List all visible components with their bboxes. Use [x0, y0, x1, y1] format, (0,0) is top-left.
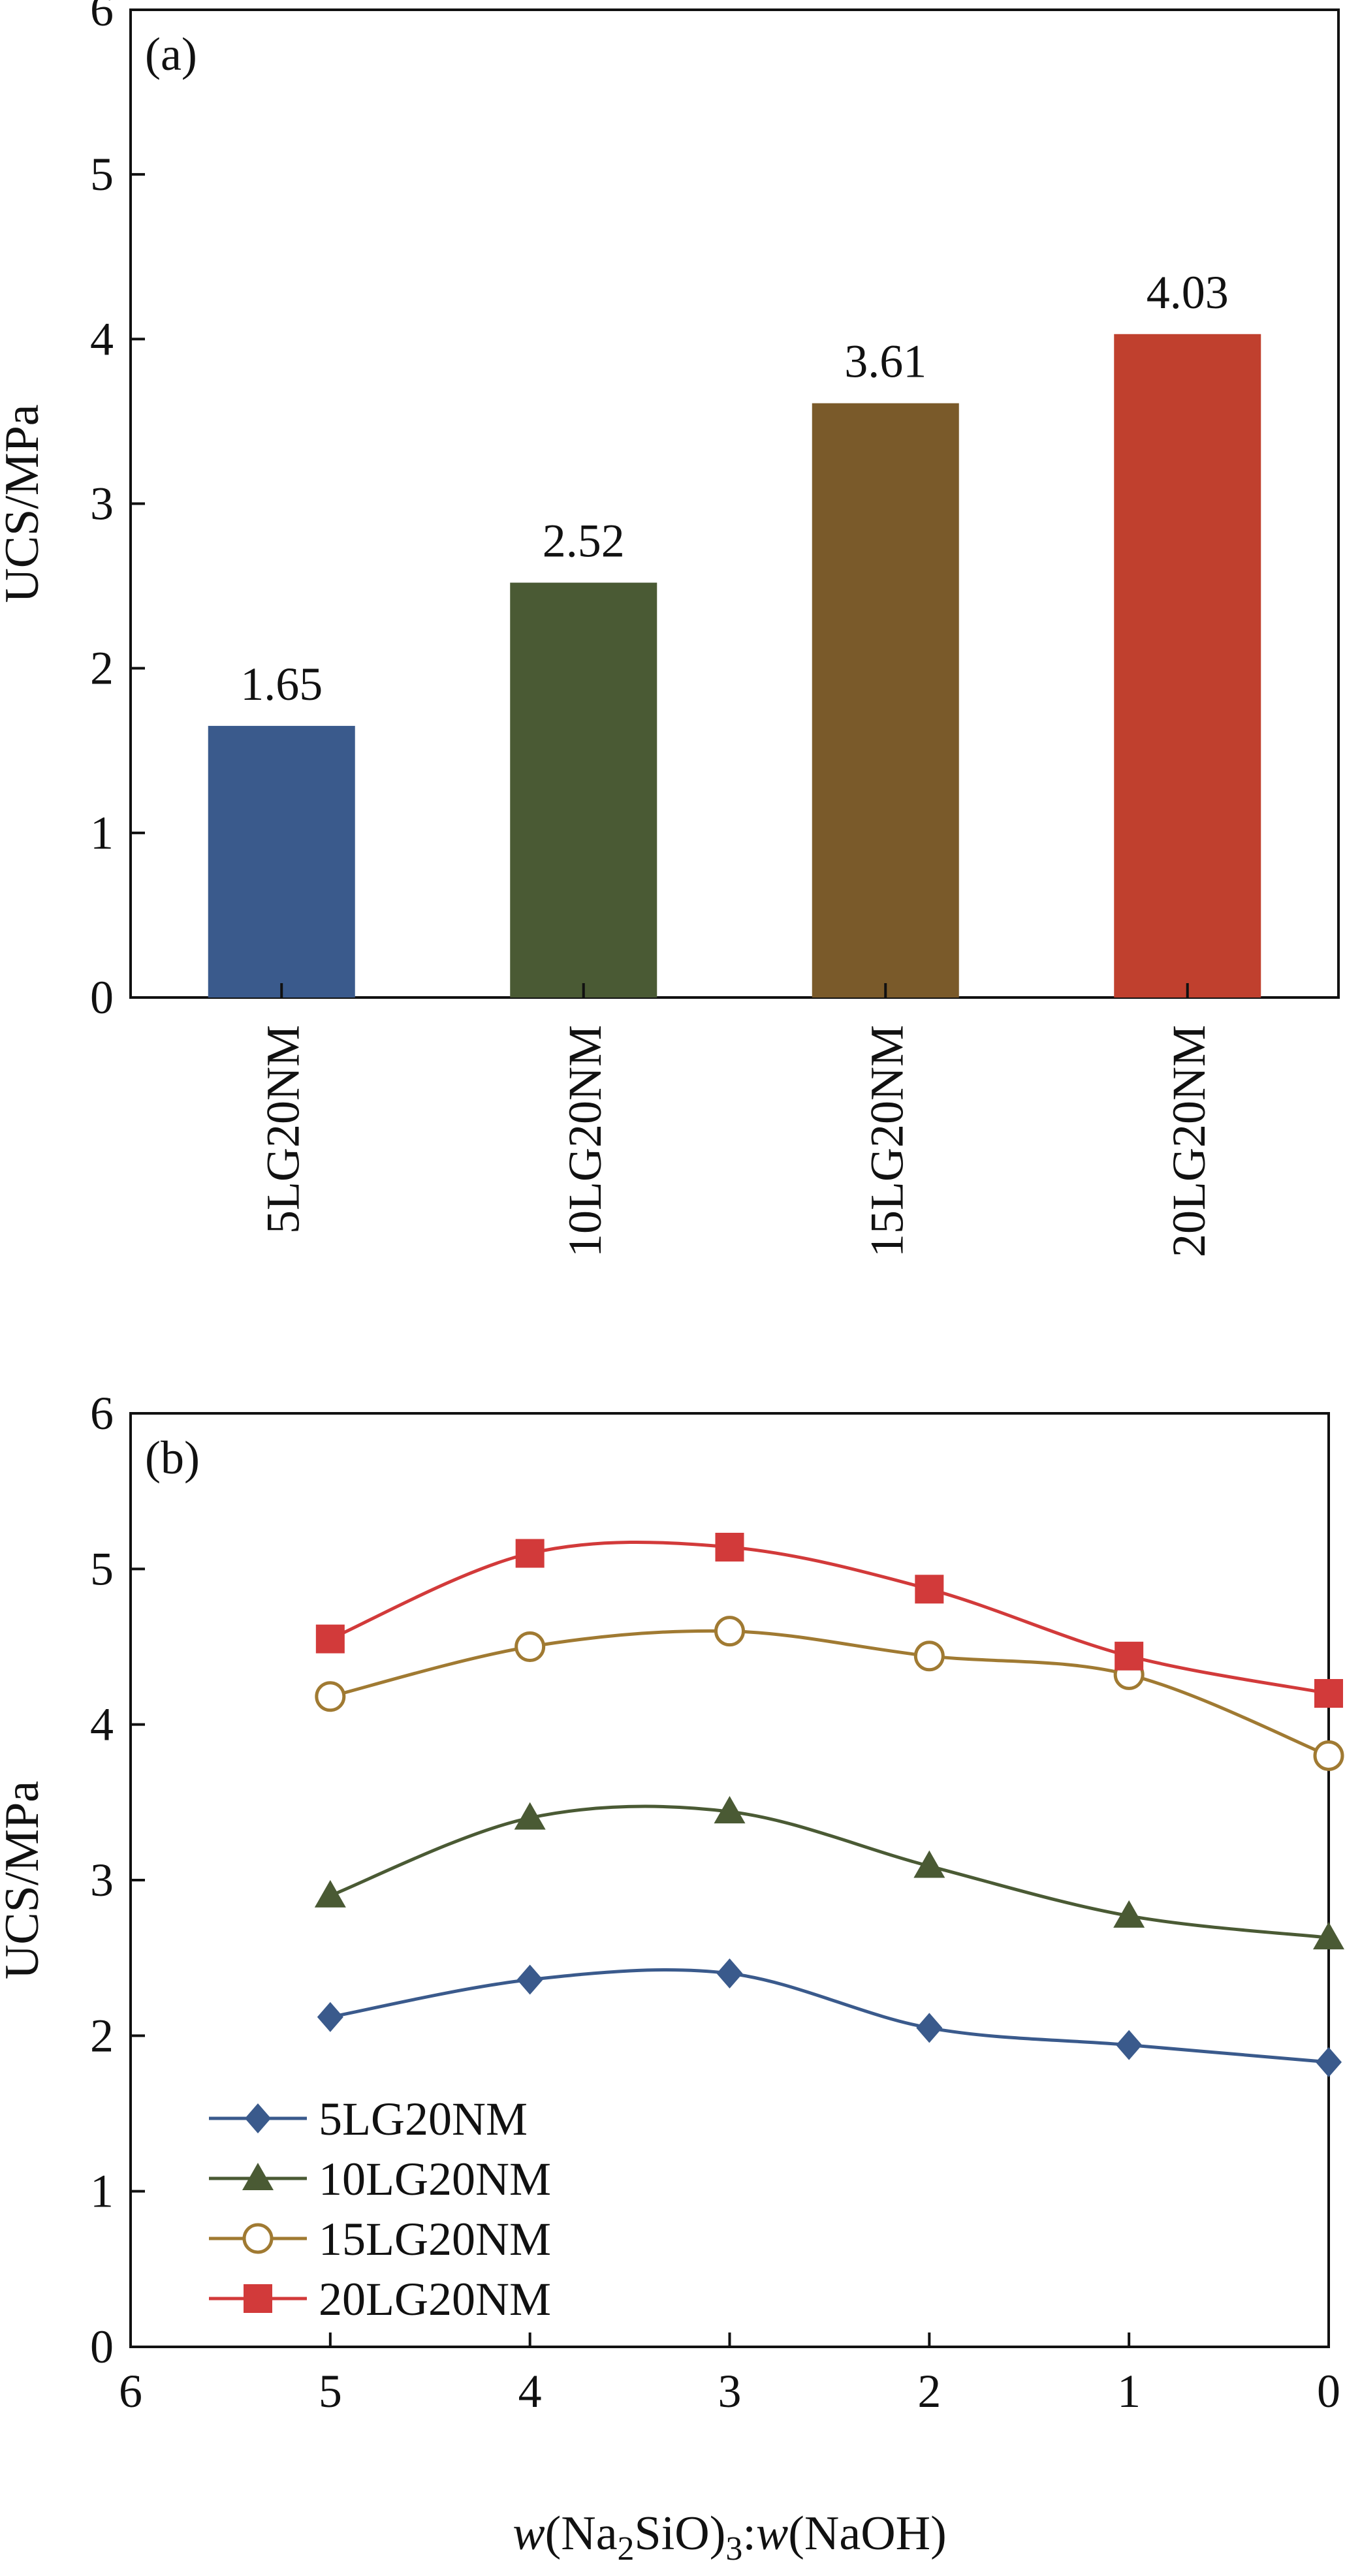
bar — [1114, 334, 1261, 998]
legend-marker — [245, 2103, 271, 2133]
x-title-sub1: 2 — [618, 2530, 635, 2568]
bar-chart-bars: 1.65 2.52 3.61 4.03 — [208, 266, 1261, 998]
data-point — [714, 1616, 745, 1647]
bar-value-label: 3.61 — [844, 336, 926, 388]
y-tick-label: 4 — [90, 1699, 114, 1751]
line-chart-y-axis-title: UCS/MPa — [0, 1781, 49, 1979]
data-point — [915, 1575, 944, 1604]
legend-item: 10LG20NM — [209, 2153, 551, 2205]
x-title-w2: w — [756, 2507, 788, 2560]
data-point — [314, 1879, 346, 1908]
series-line — [329, 1540, 1329, 1695]
y-tick-label: 1 — [90, 807, 114, 859]
data-point — [515, 1539, 545, 1568]
y-tick-label: 5 — [90, 1543, 114, 1595]
series-5LG20NM — [317, 1958, 1342, 2077]
x-tick-label: 4 — [518, 2365, 542, 2417]
x-title-open: (Na — [545, 2507, 618, 2560]
data-point — [916, 2013, 943, 2043]
y-tick-label: 1 — [90, 2165, 114, 2218]
data-point — [1113, 1900, 1145, 1928]
data-point — [1316, 2047, 1342, 2077]
y-tick-label: 6 — [90, 1387, 114, 1439]
data-point — [317, 2002, 343, 2032]
line-chart-panel-label: (b) — [145, 1432, 200, 1484]
bar — [510, 582, 657, 997]
x-title-w: w — [513, 2507, 545, 2560]
bar — [812, 403, 959, 997]
data-point — [715, 1532, 744, 1562]
bar-chart-panel-label: (a) — [145, 28, 197, 80]
legend-item: 5LG20NM — [209, 2093, 528, 2145]
bar-chart-panel: (a) UCS/MPa 0 1 2 3 4 5 6 1.65 2.52 3.61 4.03 5LG… — [0, 0, 1340, 1257]
series-line — [329, 1804, 1329, 1940]
data-point — [315, 1681, 346, 1712]
y-tick-label: 5 — [90, 148, 114, 200]
data-point — [516, 1964, 543, 1995]
data-point — [1314, 1679, 1343, 1708]
x-tick-label: 0 — [1317, 2365, 1340, 2417]
legend-marker — [242, 2163, 274, 2190]
data-point — [714, 1796, 746, 1824]
legend-label: 20LG20NM — [319, 2273, 551, 2325]
x-tick-label: 3 — [718, 2365, 742, 2417]
category-label: 5LG20NM — [257, 1025, 309, 1234]
legend-label: 10LG20NM — [319, 2153, 551, 2205]
x-title-sub2: 3 — [725, 2530, 742, 2568]
line-chart-series — [314, 1532, 1344, 2077]
legend-item: 20LG20NM — [209, 2273, 551, 2325]
bar-chart-y-axis: 0 1 2 3 4 5 6 — [90, 0, 145, 1024]
data-point — [913, 1641, 945, 1672]
series-line — [330, 1968, 1329, 2064]
line-chart-x-axis: 6 5 4 3 2 1 0 — [119, 2333, 1340, 2417]
data-point — [1116, 2030, 1143, 2060]
bar-chart-y-axis-title: UCS/MPa — [0, 404, 49, 603]
line-chart-legend: 5LG20NM 10LG20NM 15LG20NM 20LG20NM — [209, 2093, 551, 2325]
series-20LG20NM — [315, 1532, 1343, 1708]
data-point — [1115, 1641, 1144, 1671]
series-line — [330, 1629, 1329, 1757]
bar-value-label: 4.03 — [1147, 266, 1229, 319]
x-tick-label: 5 — [319, 2365, 342, 2417]
legend-marker — [244, 2284, 272, 2313]
line-chart-panel: (b) UCS/MPa 0 1 2 3 4 5 6 6 5 4 3 2 1 0 5LG20NM 10LG2… — [0, 1387, 1344, 2568]
bar-value-label: 1.65 — [240, 658, 323, 710]
y-tick-label: 3 — [90, 1854, 114, 1906]
data-point — [1313, 1740, 1344, 1771]
data-point — [514, 1631, 546, 1662]
category-label: 20LG20NM — [1163, 1025, 1215, 1257]
legend-label: 5LG20NM — [319, 2093, 528, 2145]
bar-chart-category-labels: 5LG20NM 10LG20NM 15LG20NM 20LG20NM — [257, 983, 1215, 1257]
y-tick-label: 2 — [90, 642, 114, 695]
x-title-suffix: (NaOH) — [788, 2507, 946, 2560]
legend-item: 15LG20NM — [209, 2213, 551, 2265]
legend-label: 15LG20NM — [319, 2213, 551, 2265]
y-tick-label: 6 — [90, 0, 114, 36]
data-point — [514, 1802, 546, 1830]
data-point — [913, 1850, 945, 1878]
category-label: 10LG20NM — [559, 1025, 611, 1257]
bar-value-label: 2.52 — [543, 515, 625, 567]
x-title-mid: SiO) — [635, 2507, 726, 2560]
y-tick-label: 0 — [90, 2321, 114, 2373]
legend-marker — [242, 2223, 274, 2254]
series-10LG20NM — [314, 1796, 1344, 1950]
line-chart-x-axis-title: w(Na2SiO)3:w(NaOH) — [513, 2507, 946, 2568]
x-tick-label: 2 — [917, 2365, 941, 2417]
category-label: 15LG20NM — [861, 1025, 913, 1257]
bar — [208, 725, 355, 997]
data-point — [1313, 1922, 1344, 1950]
y-tick-label: 0 — [90, 971, 114, 1024]
y-tick-label: 2 — [90, 2009, 114, 2062]
line-chart-y-axis: 0 1 2 3 4 5 6 — [90, 1387, 145, 2373]
x-title-colon: : — [742, 2507, 756, 2560]
series-15LG20NM — [315, 1616, 1344, 1771]
data-point — [315, 1624, 345, 1654]
data-point — [716, 1958, 743, 1988]
y-tick-label: 4 — [90, 313, 114, 365]
x-tick-label: 6 — [119, 2365, 142, 2417]
y-tick-label: 3 — [90, 478, 114, 530]
x-tick-label: 1 — [1117, 2365, 1141, 2417]
